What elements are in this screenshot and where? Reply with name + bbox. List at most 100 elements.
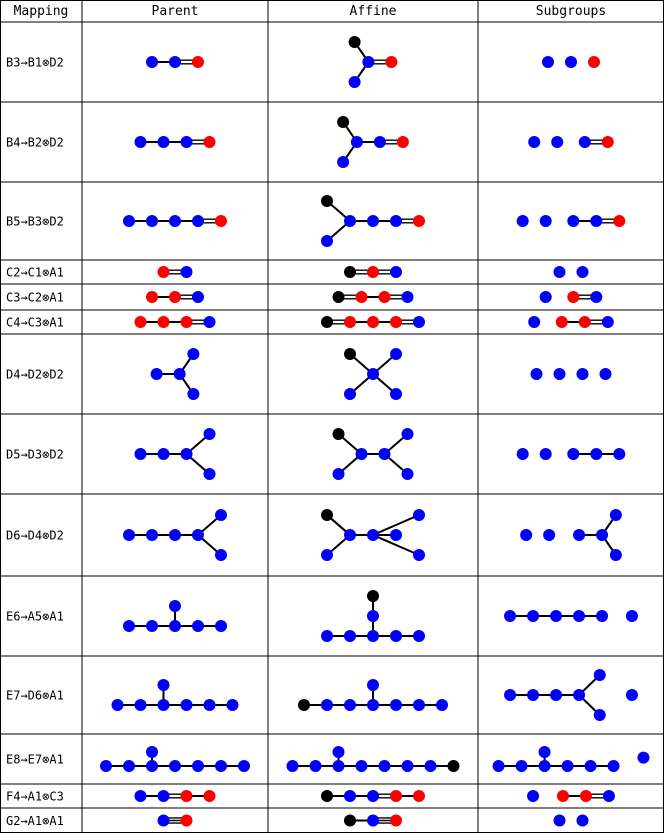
node-black [321,790,333,802]
node-black [344,814,356,827]
node-blue [390,630,402,642]
node-blue [215,759,227,772]
node-blue [367,814,379,827]
node-blue [344,790,356,802]
node-blue [527,610,540,622]
node-blue [169,620,181,632]
subgroups-diagram [527,790,615,802]
node-blue [123,529,135,541]
mapping-label: B5→B3⊗D2 [6,215,64,229]
node-blue [625,610,638,622]
node-black [447,759,460,772]
node-blue [180,448,193,460]
node-blue [576,814,589,827]
node-blue [530,368,543,380]
node-red [169,291,181,303]
affine-diagram [321,509,425,561]
node-blue [111,699,124,711]
node-blue [390,529,402,541]
node-red [567,291,580,303]
node-blue [527,689,540,701]
node-blue [169,529,181,541]
node-blue [590,215,603,227]
parent-diagram [134,790,216,802]
node-blue [413,630,425,642]
subgroups-diagram [504,669,638,721]
node-blue [367,699,379,711]
node-blue [492,759,505,772]
mapping-label: C2→C1⊗A1 [6,266,64,280]
node-black [321,316,333,328]
mapping-label: B4→B2⊗D2 [6,136,64,150]
node-red [146,291,158,303]
node-blue [192,529,204,541]
parent-diagram [150,348,200,400]
subgroups-diagram [492,746,650,772]
node-blue [215,620,227,632]
node-blue [378,448,391,460]
subgroups-diagram [530,368,612,380]
node-blue [344,388,356,400]
bond-single [372,534,420,556]
node-black [344,266,356,278]
node-blue [203,316,216,328]
node-blue [134,448,147,460]
node-blue [550,689,563,701]
node-blue [613,448,626,460]
node-blue [157,136,170,148]
node-blue [367,679,379,691]
affine-diagram [332,291,414,303]
node-red [215,215,227,227]
mapping-label: D4→D2⊗D2 [6,368,64,382]
node-red [579,790,592,802]
node-blue [504,689,517,701]
node-blue [596,529,609,541]
subgroups-diagram [528,136,614,148]
affine-diagram [344,266,402,278]
node-blue [576,368,589,380]
parent-diagram [157,814,193,827]
node-blue [134,699,147,711]
node-blue [332,759,345,772]
node-blue [599,368,612,380]
node-red [203,790,216,802]
affine-diagram [286,746,460,772]
node-blue [553,368,566,380]
parent-diagram [123,509,227,561]
node-blue [203,468,216,480]
node-red [601,136,614,148]
node-blue [203,428,216,440]
subgroups-diagram [528,316,614,328]
node-blue [192,759,204,772]
node-blue [413,316,425,328]
mapping-label: F4→A1⊗C3 [6,790,64,804]
mapping-label: D6→D4⊗D2 [6,529,64,543]
node-blue [344,699,356,711]
node-blue [609,549,622,561]
node-blue [590,291,603,303]
parent-diagram [111,679,239,711]
node-black [367,590,379,602]
node-blue [337,156,350,168]
node-red [157,266,170,278]
node-black [344,348,356,360]
node-blue [100,759,112,772]
node-red [134,316,147,328]
subgroups-diagram [516,215,626,227]
node-blue [578,136,591,148]
node-blue [367,368,379,380]
mapping-label: C3→C2⊗A1 [6,291,64,305]
affine-diagram [348,36,398,88]
node-blue [584,759,597,772]
node-black [337,116,350,128]
node-blue [180,699,193,711]
node-black [321,509,333,521]
node-blue [362,56,375,68]
node-red [385,56,398,68]
node-blue [593,709,606,721]
node-blue [573,610,586,622]
node-blue [528,136,541,148]
node-blue [561,759,574,772]
parent-diagram [134,136,216,148]
node-blue [596,610,609,622]
